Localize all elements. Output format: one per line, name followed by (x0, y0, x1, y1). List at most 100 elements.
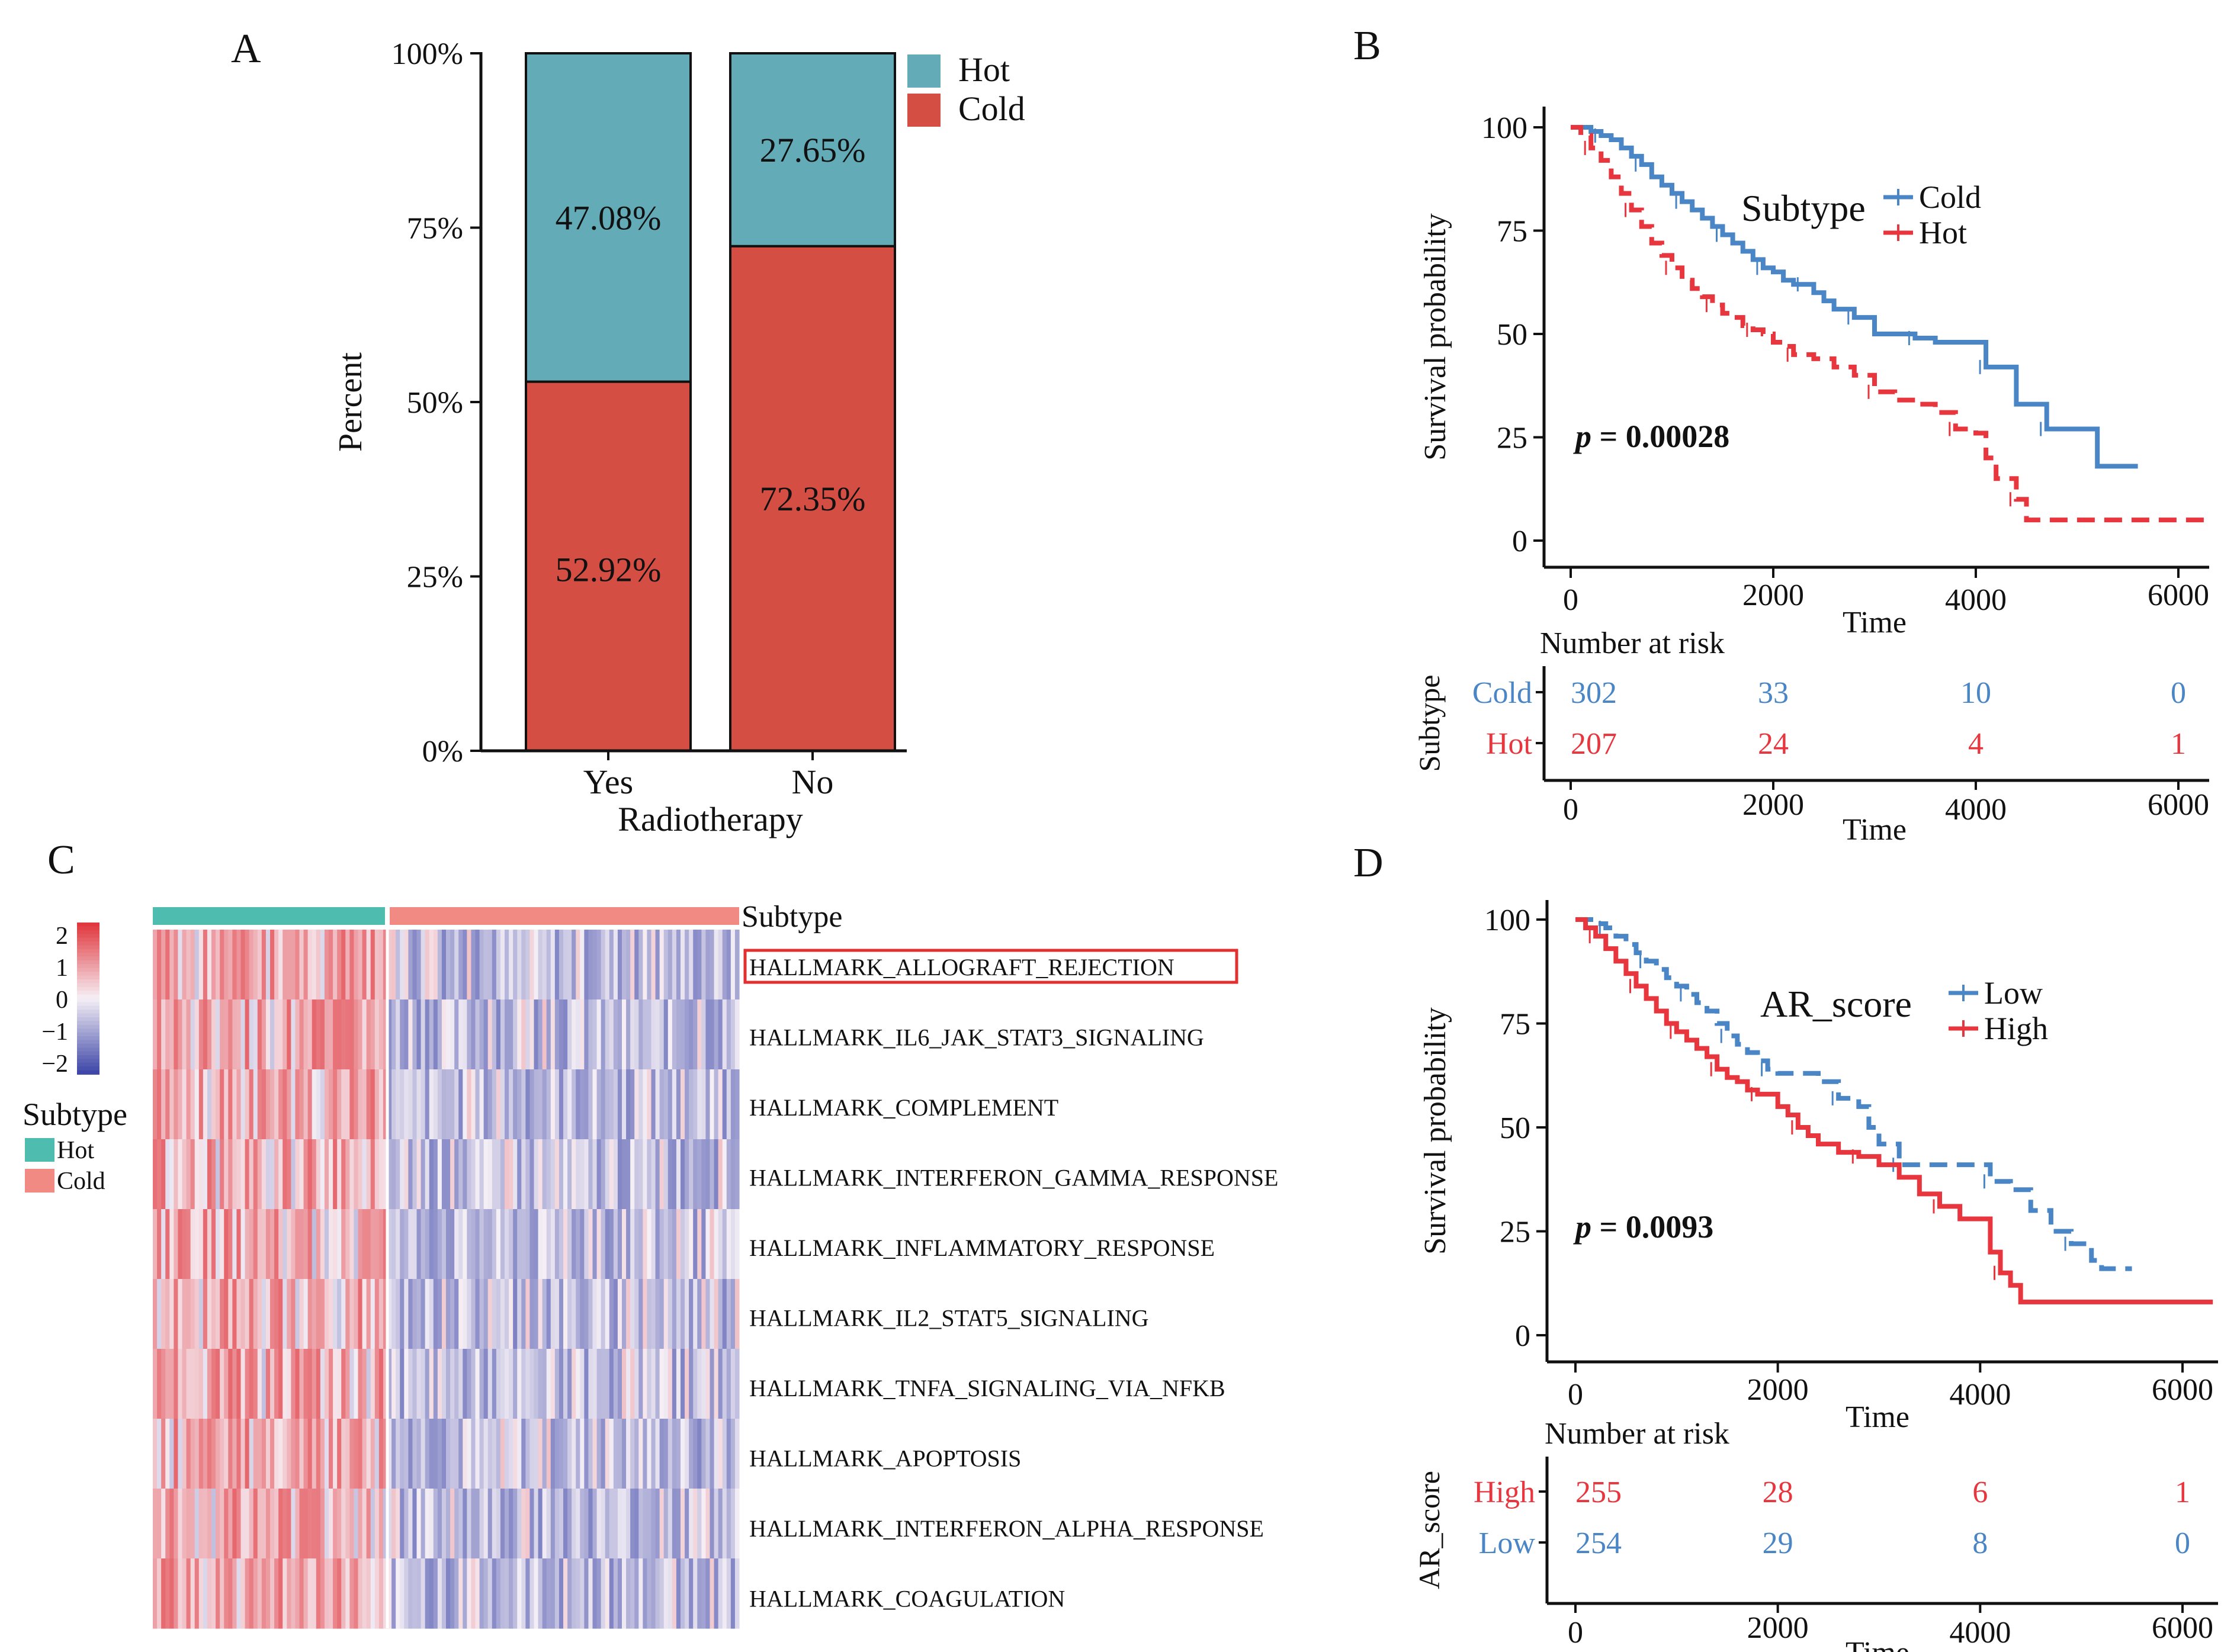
risk-x-tick-label: 2000 (1742, 788, 1804, 822)
heatmap-cell (588, 1279, 593, 1349)
heatmap-cell (697, 1139, 702, 1210)
heatmap-cell (726, 1419, 731, 1489)
heatmap-cell (517, 1069, 522, 1140)
heatmap-cell (697, 930, 702, 1000)
heatmap-cell (529, 1069, 535, 1140)
heatmap-cell (245, 1069, 250, 1140)
heatmap-cell (165, 930, 170, 1000)
heatmap-row-label: HALLMARK_INTERFERON_GAMMA_RESPONSE (749, 1165, 1278, 1191)
heatmap-cell (622, 1558, 627, 1629)
heatmap-cell (396, 1419, 400, 1489)
heatmap-cell (734, 1489, 740, 1559)
heatmap-cell (416, 1279, 422, 1349)
heatmap-cell (349, 1069, 355, 1140)
heatmap-cell (601, 930, 606, 1000)
heatmap-cell (236, 1139, 242, 1210)
heatmap-cell (161, 1349, 166, 1419)
heatmap-cell (391, 930, 396, 1000)
heatmap-cell (270, 1558, 275, 1629)
heatmap-cell (647, 999, 652, 1070)
risk-x-axis-title: Time (1843, 813, 1907, 847)
heatmap-cell (349, 1489, 355, 1559)
heatmap-cell (165, 1558, 170, 1629)
heatmap-cell (697, 1279, 702, 1349)
heatmap-cell (572, 1419, 576, 1489)
heatmap-cell (316, 1489, 321, 1559)
heatmap-cell (718, 1139, 723, 1210)
heatmap-cell (157, 1419, 162, 1489)
heatmap-cell (550, 1209, 556, 1280)
heatmap-cell (622, 1419, 627, 1489)
colorbar-segment (77, 1036, 100, 1041)
panel-label-a: A (231, 26, 261, 72)
heatmap-cell (320, 1279, 325, 1349)
heatmap-cell (667, 1558, 673, 1629)
heatmap-cell (475, 1069, 480, 1140)
heatmap-cell (253, 1279, 258, 1349)
heatmap-cell (567, 1558, 572, 1629)
heatmap-cell (378, 1349, 384, 1419)
heatmap-cell (705, 930, 711, 1000)
legend-swatch-hot (907, 54, 941, 88)
heatmap-cell (324, 1209, 329, 1280)
heatmap-cell (529, 1489, 535, 1559)
heatmap-cell (651, 1139, 656, 1210)
heatmap-cell (370, 1349, 375, 1419)
heatmap-cell (421, 1209, 426, 1280)
heatmap-cell (722, 1279, 727, 1349)
annotation-bar-hot (153, 907, 385, 925)
heatmap-cell (483, 999, 489, 1070)
heatmap-cell (584, 1209, 589, 1280)
heatmap-cell (622, 1279, 627, 1349)
heatmap-cell (303, 1489, 309, 1559)
heatmap-cell (165, 1069, 170, 1140)
heatmap-cell (299, 1069, 304, 1140)
heatmap-cell (278, 1349, 283, 1419)
heatmap-cell (291, 1209, 296, 1280)
heatmap-cell (705, 1139, 711, 1210)
heatmap-cell (333, 1069, 338, 1140)
heatmap-cell (429, 999, 434, 1070)
heatmap-cell (467, 1069, 472, 1140)
heatmap-cell (425, 1489, 430, 1559)
heatmap-cell (651, 1419, 656, 1489)
heatmap-cell (588, 1489, 593, 1559)
heatmap-cell (408, 1349, 413, 1419)
x-axis-title: Radiotherapy (618, 800, 803, 838)
heatmap-cell (659, 1279, 665, 1349)
heatmap-cell (295, 1558, 300, 1629)
heatmap-cell (324, 1139, 329, 1210)
heatmap-cell (559, 1209, 564, 1280)
heatmap-cell (697, 1489, 702, 1559)
heatmap-cell (186, 1209, 191, 1280)
heatmap-cell (458, 930, 463, 1000)
heatmap-cell (362, 1139, 367, 1210)
heatmap-cell (341, 1419, 346, 1489)
heatmap-cell (609, 1139, 614, 1210)
heatmap-cell (190, 1279, 195, 1349)
heatmap-cell (362, 1489, 367, 1559)
heatmap-cell (458, 1139, 463, 1210)
heatmap-cell (580, 1419, 585, 1489)
heatmap-cell (362, 1069, 367, 1140)
heatmap-cell (153, 1069, 158, 1140)
heatmap-cell (240, 1069, 246, 1140)
heatmap-cell (676, 999, 681, 1070)
km-y-tick-label: 100 (1484, 904, 1530, 937)
heatmap-cell (408, 999, 413, 1070)
heatmap-cell (592, 930, 598, 1000)
heatmap-cell (169, 999, 174, 1070)
heatmap-cell (546, 1489, 551, 1559)
colorbar-tick-label: 2 (56, 923, 68, 950)
heatmap-cell (563, 1489, 568, 1559)
heatmap-cell (492, 1209, 497, 1280)
heatmap-cell (257, 1279, 262, 1349)
heatmap-cell (487, 930, 493, 1000)
heatmap-cell (730, 1419, 736, 1489)
heatmap-cell (475, 1139, 480, 1210)
heatmap-cell (329, 1558, 333, 1629)
heatmap-cell (324, 1489, 329, 1559)
heatmap-cell (496, 1349, 501, 1419)
heatmap-cell (316, 930, 321, 1000)
heatmap-cell (236, 930, 242, 1000)
